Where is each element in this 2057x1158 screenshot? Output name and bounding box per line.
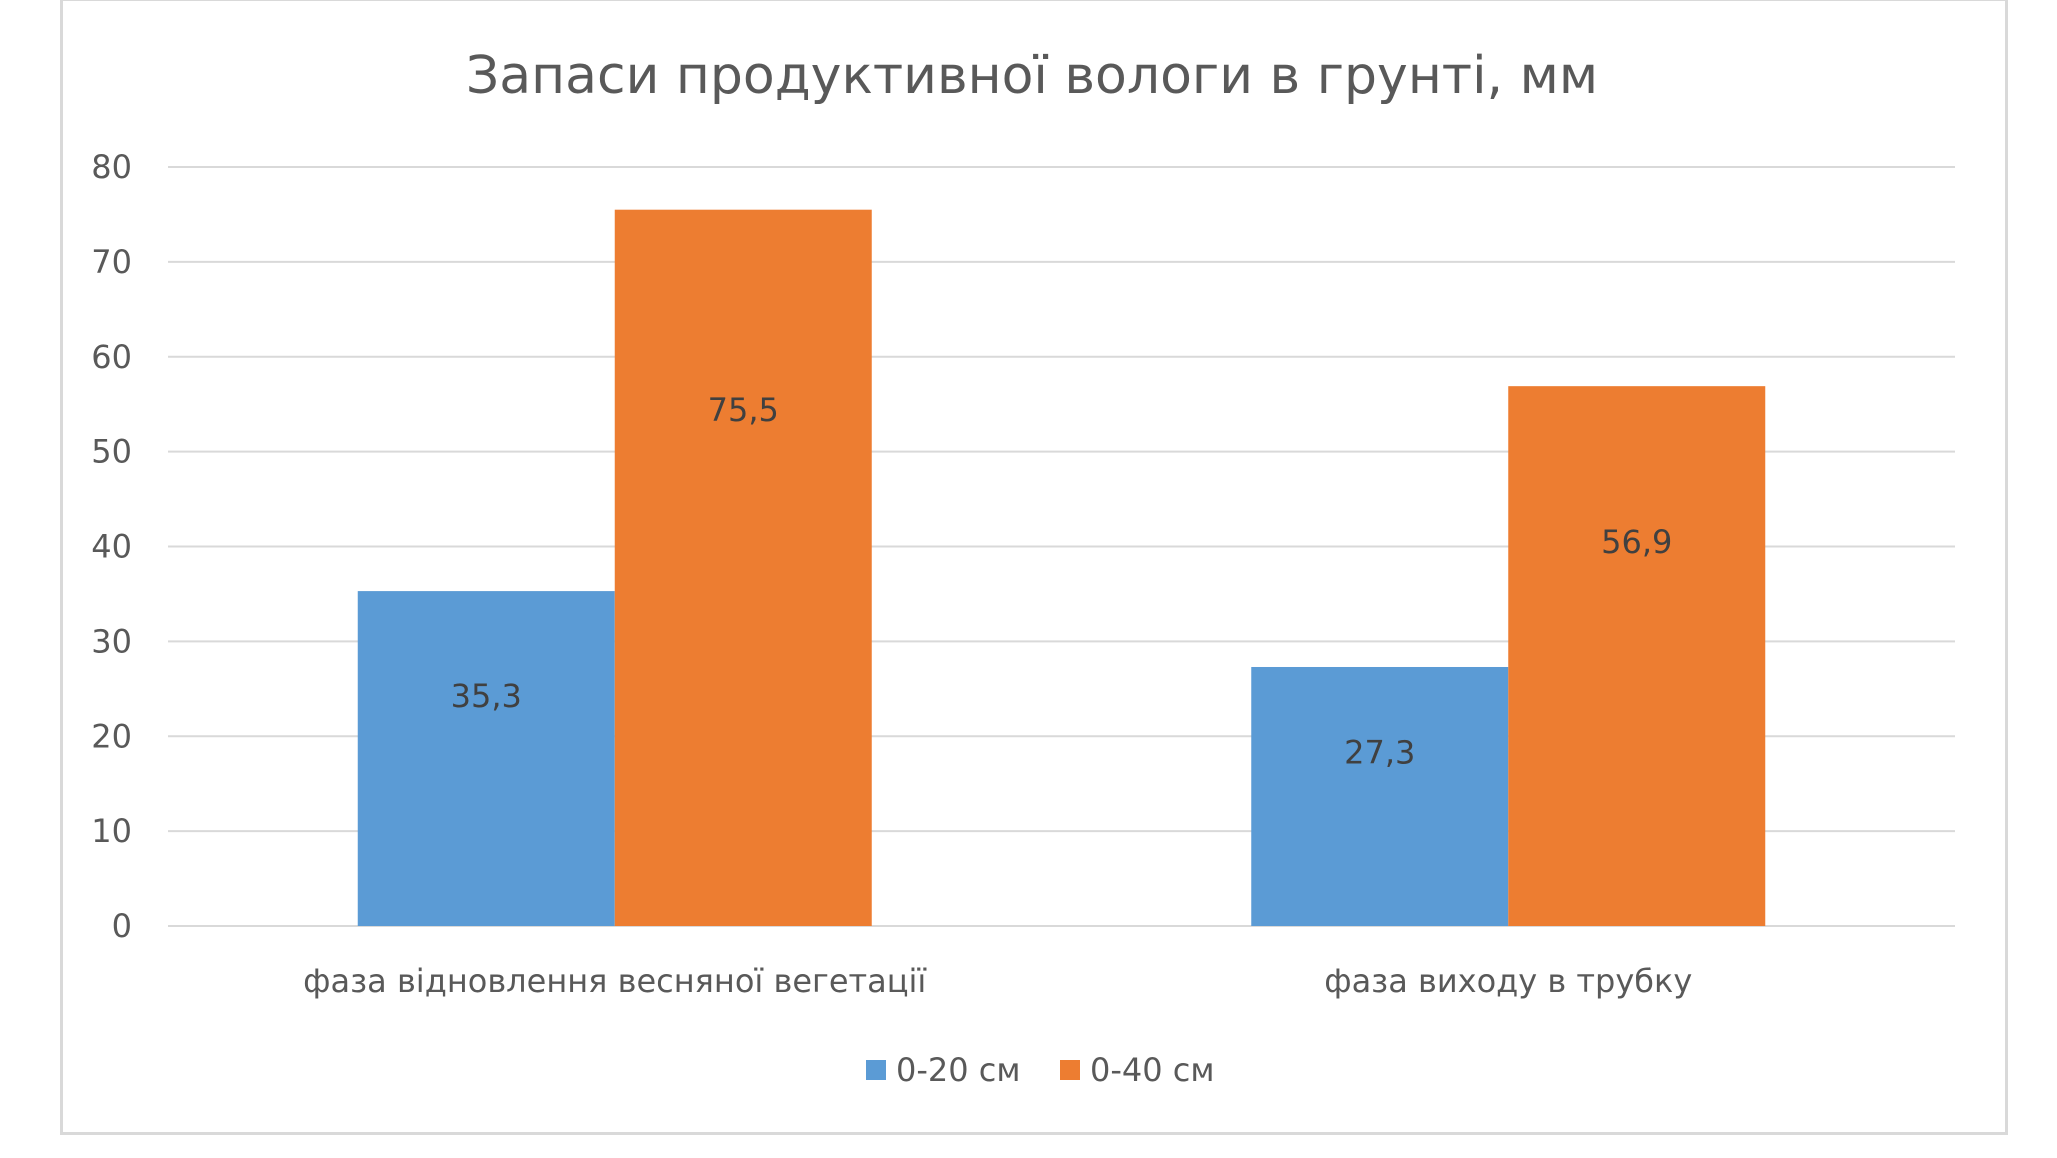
y-axis-ticks: 0 10 20 30 40 50 60 70 80: [91, 148, 132, 945]
legend-swatch: [1060, 1060, 1080, 1080]
chart-title: Запаси продуктивної вологи в грунті, мм: [466, 46, 1598, 106]
bars: [357, 209, 1766, 927]
x-axis-categories: фаза відновлення весняної вегетації фаза …: [303, 962, 1692, 1000]
y-tick-label: 30: [91, 622, 132, 660]
legend-swatch: [866, 1060, 886, 1080]
data-label: 27,3: [1344, 734, 1415, 772]
data-label: 75,5: [708, 391, 779, 429]
bar: [1251, 666, 1509, 926]
y-tick-label: 0: [112, 907, 132, 945]
data-labels: 35,3 75,5 27,3 56,9: [451, 391, 1673, 772]
bar: [614, 209, 872, 927]
y-tick-label: 70: [91, 243, 132, 281]
y-tick-label: 40: [91, 528, 132, 566]
x-category-label: фаза виходу в трубку: [1324, 962, 1692, 1000]
y-tick-label: 10: [91, 812, 132, 850]
y-tick-label: 60: [91, 338, 132, 376]
y-tick-label: 80: [91, 148, 132, 186]
legend-entry: 0-20 см: [896, 1051, 1021, 1089]
bar: [1508, 386, 1766, 926]
x-category-label: фаза відновлення весняної вегетації: [303, 962, 927, 1000]
data-label: 35,3: [451, 677, 522, 715]
data-label: 56,9: [1601, 523, 1672, 561]
legend-entry: 0-40 см: [1090, 1051, 1215, 1089]
y-tick-label: 50: [91, 433, 132, 471]
bar: [357, 591, 615, 926]
legend: 0-20 см 0-40 см: [866, 1051, 1215, 1089]
y-tick-label: 20: [91, 717, 132, 755]
